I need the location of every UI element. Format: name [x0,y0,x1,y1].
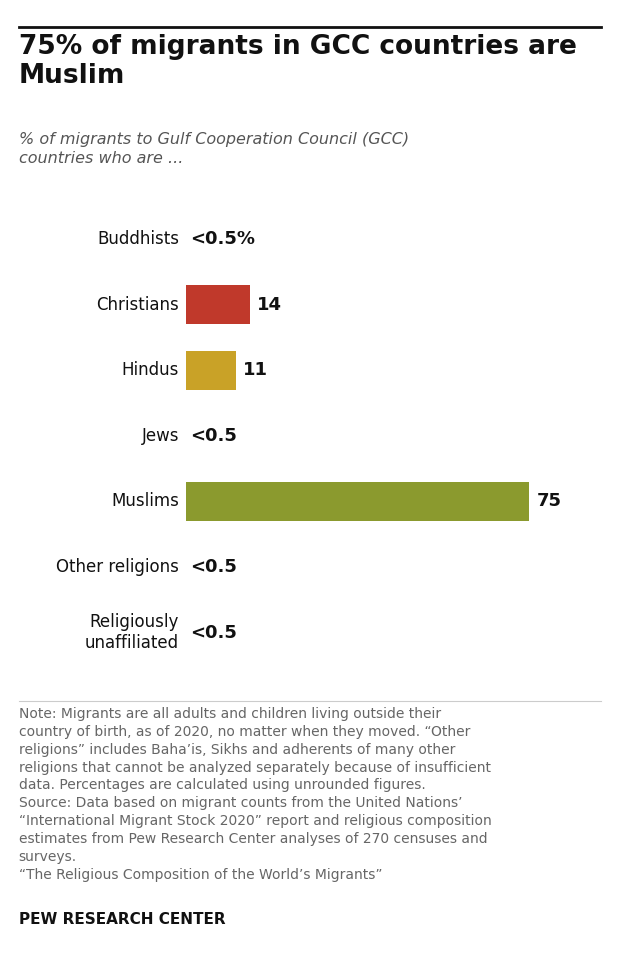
Bar [186,351,236,390]
Text: Hindus: Hindus [122,361,179,379]
Text: Note: Migrants are all adults and children living outside their
country of birth: Note: Migrants are all adults and childr… [19,707,491,881]
Text: <0.5: <0.5 [190,427,237,445]
Bar [186,285,250,325]
Text: <0.5: <0.5 [190,558,237,576]
Text: Christians: Christians [96,296,179,314]
Text: % of migrants to Gulf Cooperation Council (GCC)
countries who are ...: % of migrants to Gulf Cooperation Counci… [19,132,409,166]
Bar [186,482,529,521]
Text: <0.5: <0.5 [190,624,237,642]
Text: Religiously
unaffiliated: Religiously unaffiliated [85,613,179,652]
Text: 75% of migrants in GCC countries are
Muslim: 75% of migrants in GCC countries are Mus… [19,34,577,88]
Text: Buddhists: Buddhists [97,230,179,248]
Text: PEW RESEARCH CENTER: PEW RESEARCH CENTER [19,912,225,927]
Text: 11: 11 [243,361,268,379]
Text: 75: 75 [536,492,561,511]
Text: Other religions: Other religions [56,558,179,576]
Text: Jews: Jews [141,427,179,445]
Text: <0.5%: <0.5% [190,230,255,248]
Text: Muslims: Muslims [111,492,179,511]
Text: 14: 14 [257,296,282,314]
